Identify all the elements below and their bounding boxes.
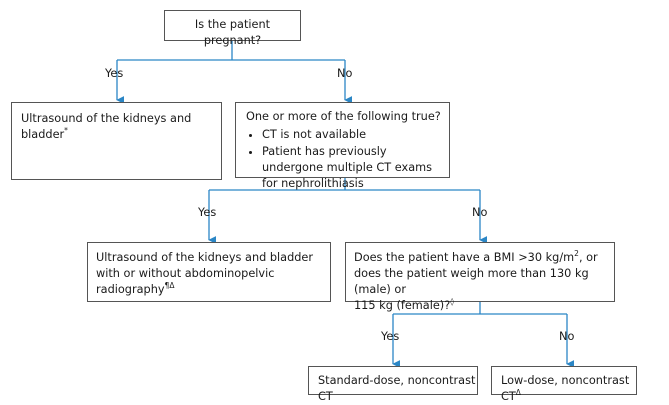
branch3-yes-label: Yes bbox=[381, 330, 400, 343]
root-question-box: Is the patient pregnant? bbox=[164, 10, 301, 47]
branch1-yes-label: Yes bbox=[105, 67, 124, 80]
pregnant-yes-footnote: * bbox=[64, 126, 68, 135]
criteria-no-box: Does the patient have a BMI >30 kg/m2, o… bbox=[345, 242, 615, 312]
root-question-text: Is the patient pregnant? bbox=[194, 18, 271, 47]
branch2-yes-label: Yes bbox=[198, 206, 217, 219]
criteria-list: CT is not available Patient has previous… bbox=[246, 127, 445, 192]
criteria-no-line1: Does the patient have a BMI >30 kg/m bbox=[354, 251, 575, 264]
pregnant-no-box: One or more of the following true? CT is… bbox=[235, 102, 450, 190]
obese-yes-text: Standard-dose, noncontrast CT bbox=[318, 374, 476, 403]
criteria-no-line2: does the patient weigh more than 130 kg … bbox=[354, 267, 589, 296]
bmi-unit-exponent: 2 bbox=[574, 249, 579, 258]
criteria-yes-box: Ultrasound of the kidneys and bladder wi… bbox=[87, 242, 331, 302]
obese-yes-box: Standard-dose, noncontrast CT bbox=[308, 366, 478, 403]
criteria-item-ct-unavailable: CT is not available bbox=[262, 127, 445, 143]
criteria-yes-line1: Ultrasound of the kidneys and bladder bbox=[96, 251, 314, 264]
pregnant-yes-box: Ultrasound of the kidneys and bladder* bbox=[11, 102, 222, 180]
pregnant-yes-text: Ultrasound of the kidneys and bladder bbox=[21, 112, 192, 141]
criteria-no-line3: 115 kg (female)? bbox=[354, 299, 451, 312]
criteria-yes-footnote: ¶Δ bbox=[164, 281, 175, 290]
pregnant-no-question: One or more of the following true? bbox=[246, 110, 441, 123]
criteria-no-footnote: ◊ bbox=[450, 297, 454, 306]
branch3-no-label: No bbox=[559, 330, 575, 343]
criteria-item-prior-ct: Patient has previously undergone multipl… bbox=[262, 144, 445, 192]
criteria-yes-line2: with or without abdominopelvic radiograp… bbox=[96, 267, 275, 296]
obese-no-box: Low-dose, noncontrast CTΔ bbox=[491, 366, 637, 403]
obese-no-text: Low-dose, noncontrast CT bbox=[501, 374, 630, 403]
branch1-no-label: No bbox=[337, 67, 353, 80]
criteria-no-line1-end: , or bbox=[578, 251, 598, 264]
branch2-no-label: No bbox=[472, 206, 488, 219]
obese-no-footnote: Δ bbox=[515, 388, 521, 397]
